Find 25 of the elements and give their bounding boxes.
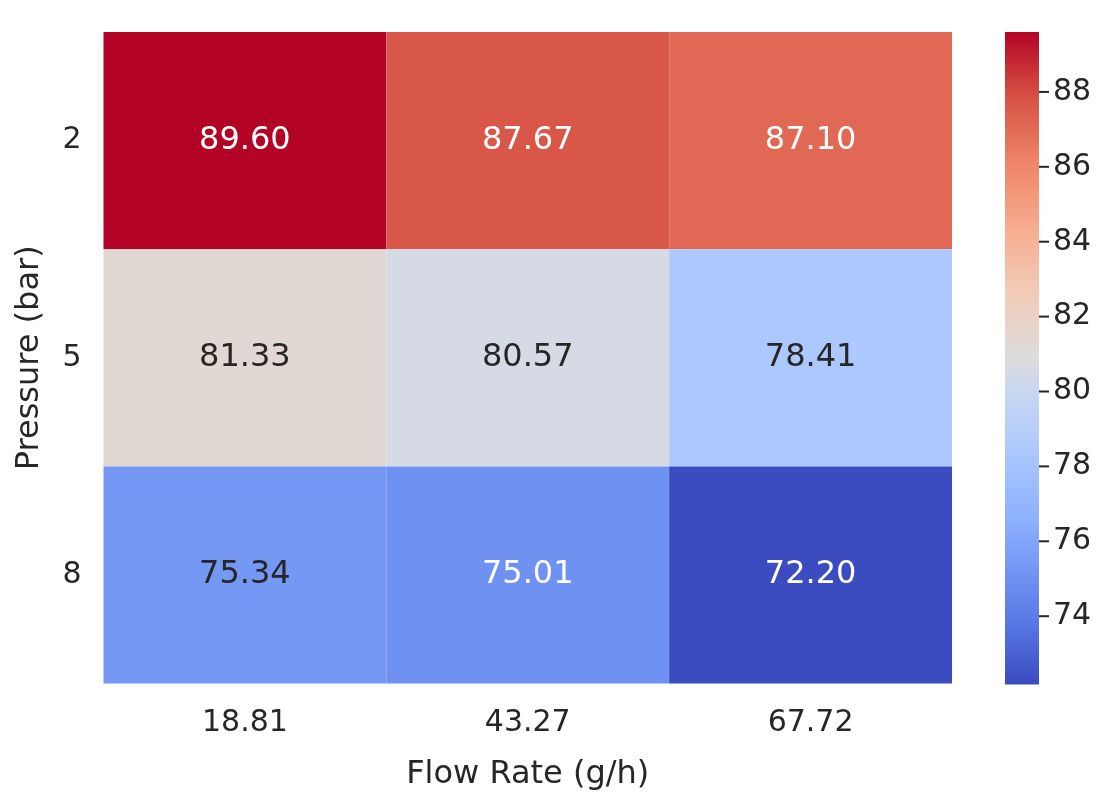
x-axis-title: Flow Rate (g/h) xyxy=(406,753,650,792)
color-bar-label: 82 xyxy=(1053,296,1092,332)
x-tick-label: 43.27 xyxy=(484,703,571,739)
data-label: 75.34 xyxy=(199,553,291,592)
color-bar-label: 86 xyxy=(1053,146,1092,182)
y-axis-title: Pressure (bar) xyxy=(7,245,46,471)
color-bar-label: 88 xyxy=(1053,71,1092,107)
y-tick-label: 5 xyxy=(62,337,82,373)
data-label: 75.01 xyxy=(481,553,574,592)
color-bar-label: 76 xyxy=(1053,521,1092,557)
data-label: 81.33 xyxy=(199,336,291,375)
x-tick-label: 67.72 xyxy=(767,703,854,739)
color-bar-label: 78 xyxy=(1053,446,1092,482)
data-label: 78.41 xyxy=(764,336,857,375)
y-tick-label: 2 xyxy=(62,120,82,156)
color-bar-label: 84 xyxy=(1053,221,1092,257)
x-tick-label: 18.81 xyxy=(201,703,288,739)
color-bar-label: 80 xyxy=(1053,371,1092,407)
data-label: 87.67 xyxy=(481,118,574,157)
data-label: 87.10 xyxy=(764,118,857,157)
data-label: 72.20 xyxy=(764,553,857,592)
data-label: 89.60 xyxy=(199,118,291,157)
data-label: 80.57 xyxy=(481,336,574,375)
color-bar-label: 74 xyxy=(1053,595,1092,631)
y-tick-label: 8 xyxy=(62,554,82,590)
